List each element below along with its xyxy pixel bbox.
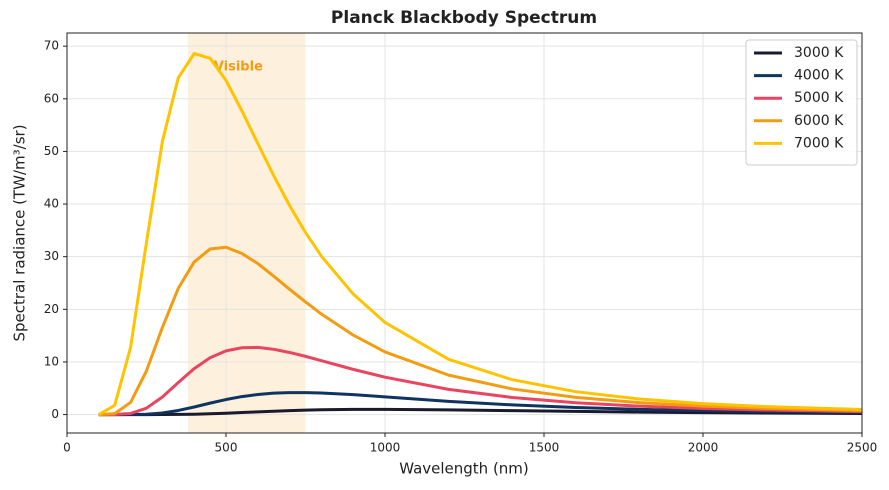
y-tick-label: 50	[44, 144, 59, 158]
legend-box	[745, 39, 858, 166]
legend-label: 3000 K	[794, 45, 844, 61]
legend: 3000 K 4000 K 5000 K 6000 K 7000 K	[745, 39, 858, 166]
y-tick-label: 70	[44, 39, 59, 53]
legend-label: 5000 K	[794, 90, 844, 106]
y-tick-label: 0	[51, 407, 59, 421]
series-line	[98, 391, 863, 417]
y-tick-label: 10	[44, 354, 59, 368]
x-tick-label: 500	[215, 441, 238, 455]
legend-label: 4000 K	[794, 68, 844, 84]
x-tick-label: 1000	[370, 441, 401, 455]
y-tick-label: 20	[44, 302, 59, 316]
y-tick-label: 40	[44, 197, 59, 211]
x-tick-label: 2500	[847, 441, 878, 455]
visible-band	[187, 33, 306, 433]
plot-frame	[66, 32, 863, 434]
y-tick-label: 30	[44, 249, 59, 263]
band-label: Visible	[214, 60, 263, 75]
series-line	[98, 52, 863, 416]
y-tick-label: 60	[44, 91, 59, 105]
x-tick-label: 1500	[529, 441, 560, 455]
series-line	[98, 345, 863, 417]
x-tick-label: 0	[63, 441, 71, 455]
y-axis-label: Spectral radiance (TW/m³/sr)	[11, 124, 29, 341]
x-tick-label: 2000	[688, 441, 719, 455]
legend-label: 7000 K	[794, 135, 844, 151]
x-axis-label: Wavelength (nm)	[399, 460, 529, 478]
series-line	[98, 245, 863, 417]
legend-label: 6000 K	[794, 113, 844, 129]
chart-title: Planck Blackbody Spectrum	[331, 8, 597, 28]
